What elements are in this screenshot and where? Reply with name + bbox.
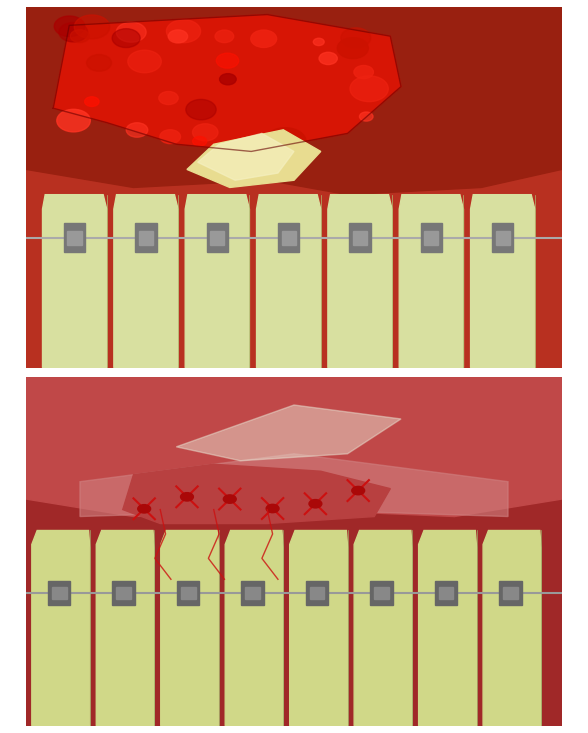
Bar [210, 231, 225, 245]
Bar [177, 581, 199, 605]
Polygon shape [483, 531, 541, 726]
Polygon shape [42, 195, 106, 367]
Bar [424, 231, 439, 245]
Circle shape [160, 130, 181, 144]
Bar [370, 581, 393, 605]
Circle shape [70, 30, 89, 43]
Bar [245, 587, 260, 600]
Polygon shape [161, 531, 219, 726]
Circle shape [128, 50, 161, 73]
Polygon shape [26, 7, 562, 195]
Polygon shape [123, 464, 390, 523]
Circle shape [264, 128, 306, 156]
Bar [374, 587, 389, 600]
Bar [206, 224, 228, 252]
Circle shape [85, 97, 99, 106]
Polygon shape [53, 15, 401, 152]
Bar [135, 224, 156, 252]
Bar [112, 581, 135, 605]
Bar [282, 231, 296, 245]
Circle shape [86, 54, 112, 71]
Bar [139, 231, 153, 245]
Polygon shape [187, 130, 320, 188]
Bar [64, 224, 85, 252]
Bar [420, 224, 442, 252]
Circle shape [74, 15, 110, 39]
Circle shape [251, 30, 276, 48]
Circle shape [181, 493, 193, 501]
Bar [492, 224, 513, 252]
Bar [181, 587, 196, 600]
Circle shape [266, 504, 279, 512]
Circle shape [313, 38, 324, 45]
Polygon shape [32, 531, 90, 726]
Circle shape [216, 53, 239, 68]
Circle shape [193, 136, 207, 146]
Polygon shape [176, 405, 401, 461]
Polygon shape [328, 195, 392, 367]
Bar [496, 231, 510, 245]
Circle shape [186, 100, 216, 119]
Circle shape [319, 52, 338, 65]
Circle shape [219, 73, 236, 85]
Circle shape [112, 29, 140, 48]
Circle shape [350, 75, 388, 102]
Bar [439, 587, 453, 600]
Circle shape [168, 30, 188, 43]
Bar [349, 224, 370, 252]
Bar [241, 581, 264, 605]
Bar [503, 587, 518, 600]
Circle shape [223, 495, 236, 504]
Polygon shape [114, 195, 178, 367]
Polygon shape [399, 195, 463, 367]
Circle shape [341, 28, 371, 48]
Circle shape [309, 500, 322, 508]
Polygon shape [256, 195, 320, 367]
Circle shape [352, 487, 365, 495]
Circle shape [354, 65, 373, 78]
Bar [48, 581, 71, 605]
Circle shape [359, 112, 373, 121]
Polygon shape [96, 531, 154, 726]
Circle shape [54, 16, 85, 37]
Circle shape [138, 504, 151, 513]
Polygon shape [419, 531, 477, 726]
Polygon shape [225, 531, 283, 726]
Circle shape [215, 30, 234, 43]
Polygon shape [185, 195, 249, 367]
Bar [68, 231, 82, 245]
Polygon shape [26, 377, 562, 517]
Polygon shape [470, 195, 534, 367]
Circle shape [116, 22, 146, 43]
Circle shape [159, 92, 178, 105]
Polygon shape [198, 133, 294, 180]
Bar [310, 587, 325, 600]
Bar [116, 587, 131, 600]
Bar [499, 581, 522, 605]
Bar [306, 581, 328, 605]
Circle shape [57, 109, 91, 132]
Circle shape [59, 23, 88, 42]
Bar [52, 587, 66, 600]
Polygon shape [354, 531, 412, 726]
Bar [435, 581, 457, 605]
Polygon shape [80, 454, 508, 517]
Circle shape [192, 124, 218, 141]
Polygon shape [290, 531, 348, 726]
Circle shape [166, 20, 201, 43]
Bar [353, 231, 367, 245]
Circle shape [126, 122, 148, 137]
Circle shape [338, 37, 368, 59]
Bar [278, 224, 299, 252]
